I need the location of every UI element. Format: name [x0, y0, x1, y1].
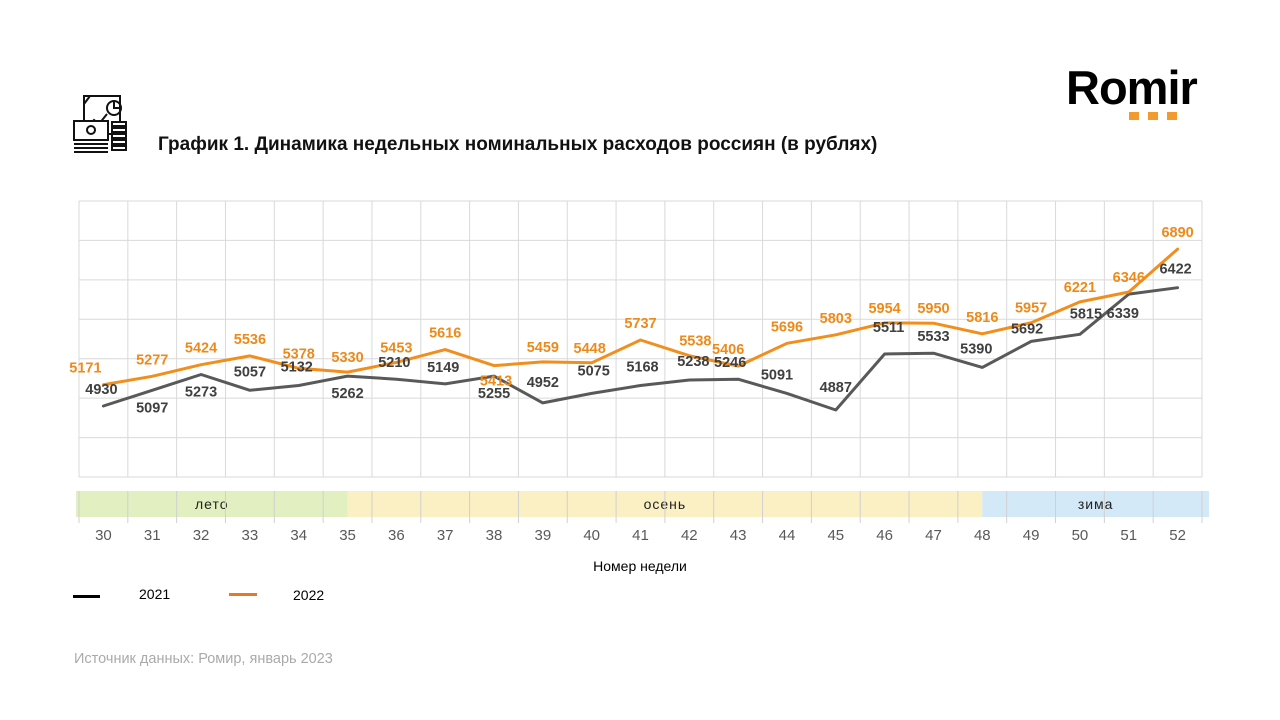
data-label-2022: 6346	[1113, 270, 1145, 286]
x-tick-label: 34	[290, 527, 307, 544]
x-tick-label: 49	[1023, 527, 1040, 544]
data-label-2021: 4930	[85, 382, 117, 398]
season-label: лето	[195, 496, 229, 512]
legend-label-2021: 2021	[139, 586, 171, 602]
data-source: Источник данных: Ромир, январь 2023	[74, 651, 333, 667]
data-label-2021: 5815	[1070, 306, 1102, 322]
data-label-2022: 5378	[283, 346, 315, 362]
series-line-2021	[101, 286, 1180, 412]
data-label-2022: 5954	[868, 301, 900, 317]
logo-text: Romir	[1066, 61, 1198, 114]
data-label-2022: 5424	[185, 341, 217, 357]
data-label-2021: 5238	[677, 354, 709, 370]
data-label-2022: 6221	[1064, 280, 1096, 296]
season-label: зима	[1078, 496, 1114, 512]
data-label-2022: 5696	[771, 319, 803, 335]
x-tick-label: 36	[388, 527, 405, 544]
data-label-2022: 5957	[1015, 301, 1047, 317]
x-tick-label: 39	[535, 527, 552, 544]
grid	[78, 200, 1203, 478]
x-tick-label: 37	[437, 527, 454, 544]
logo-dots	[1129, 112, 1177, 120]
finance-report-icon	[72, 94, 134, 154]
data-label-2021: 5097	[136, 400, 168, 416]
x-tick-label: 43	[730, 527, 747, 544]
data-label-2022: 5950	[917, 301, 949, 317]
data-label-2021: 5390	[960, 341, 992, 357]
data-label-2021: 5533	[917, 329, 949, 345]
data-label-2022: 5448	[574, 341, 606, 357]
data-label-2021: 5262	[331, 386, 363, 402]
x-tick-label: 31	[144, 527, 161, 544]
data-label-2022: 5737	[624, 316, 656, 332]
data-label-2022: 5413	[480, 374, 512, 390]
romir-logo: Romir	[1066, 61, 1198, 120]
data-label-2021: 5255	[478, 386, 510, 402]
x-tick-label: 52	[1169, 527, 1186, 544]
x-tick-label: 32	[193, 527, 210, 544]
x-axis-title: Номер недели	[593, 558, 687, 574]
x-tick-label: 46	[876, 527, 893, 544]
data-label-2022: 5616	[429, 326, 461, 342]
series-line-2022	[101, 247, 1180, 387]
season-summer	[76, 491, 348, 517]
data-label-2022: 5171	[69, 361, 101, 377]
data-label-2022: 5536	[234, 332, 266, 348]
data-label-2022: 6890	[1161, 225, 1193, 241]
data-label-2021: 5246	[714, 355, 746, 371]
data-label-2021: 5168	[626, 360, 658, 376]
data-label-2022: 5816	[966, 310, 998, 326]
data-label-2022: 5277	[136, 352, 168, 368]
data-label-2021: 5210	[378, 355, 410, 371]
data-label-2021: 5132	[281, 360, 313, 376]
x-tick-label: 47	[925, 527, 942, 544]
data-label-2021: 5075	[578, 363, 610, 379]
data-label-2021: 5057	[234, 364, 266, 380]
data-labels: 4930 5097 5273 5057 5132 5262 5210 5149 5255 4952…	[69, 225, 1193, 416]
legend-swatch-2021	[73, 595, 100, 598]
data-label-2021: 5091	[761, 367, 793, 383]
data-label-2021: 5511	[873, 320, 904, 336]
x-tick-label: 33	[242, 527, 259, 544]
data-label-2022: 5538	[679, 334, 711, 350]
chart-title: График 1. Динамика недельных номинальных…	[158, 134, 878, 155]
data-label-2021: 5149	[427, 360, 459, 376]
x-tick-label: 30	[95, 527, 112, 544]
season-band: лето осень зима	[76, 491, 1209, 523]
data-label-2022: 5330	[331, 350, 363, 366]
data-label-2021: 5273	[185, 384, 217, 400]
x-tick-label: 41	[632, 527, 649, 544]
x-tick-label: 35	[339, 527, 356, 544]
x-tick-label: 50	[1072, 527, 1089, 544]
data-label-2022: 5459	[527, 340, 559, 356]
data-label-2022: 5803	[820, 311, 852, 327]
legend-label-2022: 2022	[293, 587, 325, 603]
x-tick-label: 45	[827, 527, 844, 544]
x-tick-label: 44	[779, 527, 796, 544]
data-label-2022: 5453	[380, 340, 412, 356]
data-label-2021: 4952	[527, 375, 559, 391]
x-tick-label: 42	[681, 527, 698, 544]
series-lines	[101, 247, 1180, 412]
x-axis-ticks: 30 31 32 33 34 35 36 37 38 39 40 41 42 43 44 45 46 47 48 49…	[95, 527, 1186, 544]
x-tick-label: 48	[974, 527, 991, 544]
x-tick-label: 38	[486, 527, 503, 544]
data-label-2022: 5406	[712, 342, 744, 358]
season-winter	[982, 491, 1209, 517]
legend-swatch-2022	[229, 593, 257, 596]
data-label-2021: 5692	[1011, 321, 1043, 337]
x-tick-label: 40	[583, 527, 600, 544]
data-label-2021: 4887	[820, 380, 852, 396]
data-label-2021: 6339	[1107, 306, 1139, 322]
x-tick-label: 51	[1120, 527, 1137, 544]
data-label-2021: 6422	[1159, 262, 1191, 278]
